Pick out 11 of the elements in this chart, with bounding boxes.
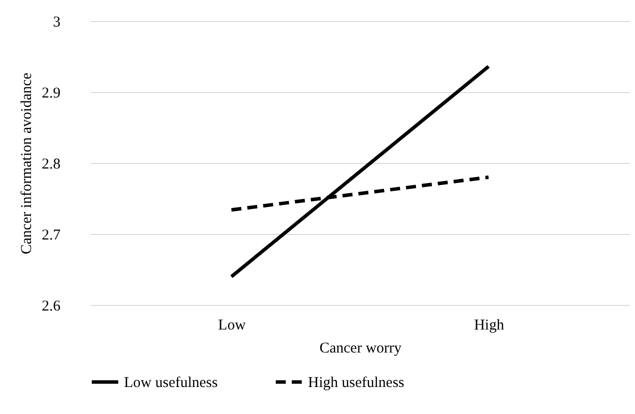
y-tick-label: 2.8 [42,156,60,172]
legend-label: Low usefulness [124,375,218,391]
legend-label: High usefulness [308,375,404,391]
x-tick-label: Low [218,318,246,334]
y-tick-label: 2.9 [42,86,60,102]
y-axis-title: Cancer information avoidance [18,72,35,254]
y-tick-label: 2.7 [42,228,61,244]
x-tick-label: High [474,318,505,334]
x-axis-title: Cancer worry [319,340,402,356]
y-tick-label: 2.6 [42,298,61,314]
y-tick-label: 3 [53,14,60,30]
